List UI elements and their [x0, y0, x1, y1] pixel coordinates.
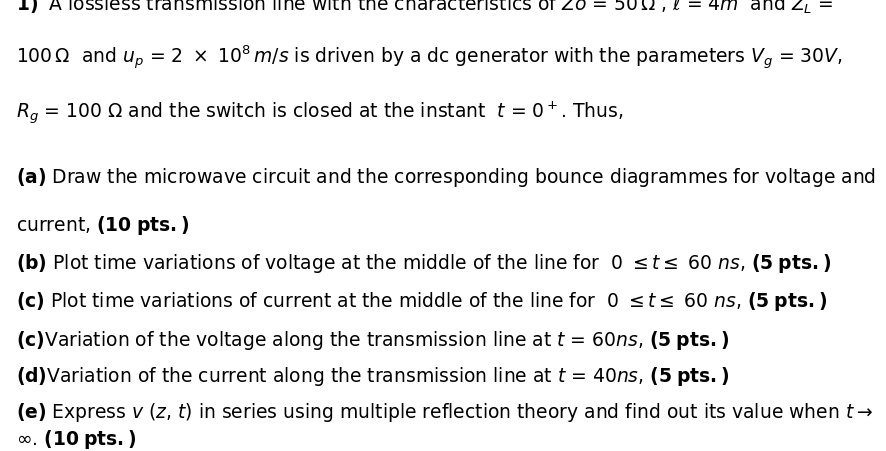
Text: $\mathbf{1)}\;\text{ A lossless transmission line with the characteristics of }\: $\mathbf{1)}\;\text{ A lossless transmis… [16, 0, 833, 16]
Text: $\mathbf{(c)}\text{Variation of the voltage along the transmission line at }t\te: $\mathbf{(c)}\text{Variation of the volt… [16, 329, 728, 352]
Text: $\mathbf{(a)}\text{ Draw the microwave circuit and the corresponding bounce diag: $\mathbf{(a)}\text{ Draw the microwave c… [16, 166, 875, 189]
Text: $\mathbf{(c)}\text{ Plot time variations of current at the middle of the line fo: $\mathbf{(c)}\text{ Plot time variations… [16, 290, 827, 313]
Text: $\mathbf{(b)}\text{ Plot time variations of voltage at the middle of the line fo: $\mathbf{(b)}\text{ Plot time variations… [16, 252, 830, 275]
Text: $\infty\text{. }\mathbf{(10\;pts.)}$: $\infty\text{. }\mathbf{(10\;pts.)}$ [16, 428, 136, 451]
Text: $\mathbf{(d)}\text{Variation of the current along the transmission line at }t\te: $\mathbf{(d)}\text{Variation of the curr… [16, 365, 729, 388]
Text: $\text{current, }\mathbf{(10\;pts.)}$: $\text{current, }\mathbf{(10\;pts.)}$ [16, 214, 189, 237]
Text: $\text{100}\,\Omega\text{  and }u_p\text{ = 2 }\times\text{ 10}^8\,m/s\text{ is : $\text{100}\,\Omega\text{ and }u_p\text{… [16, 44, 842, 72]
Text: $R_g\text{ = 100 }\Omega\text{ and the switch is closed at the instant  }t\text{: $R_g\text{ = 100 }\Omega\text{ and the s… [16, 100, 623, 126]
Text: $\mathbf{(e)}\text{ Express }v\text{ (}z\text{, }t\text{) in series using multip: $\mathbf{(e)}\text{ Express }v\text{ (}z… [16, 401, 872, 424]
